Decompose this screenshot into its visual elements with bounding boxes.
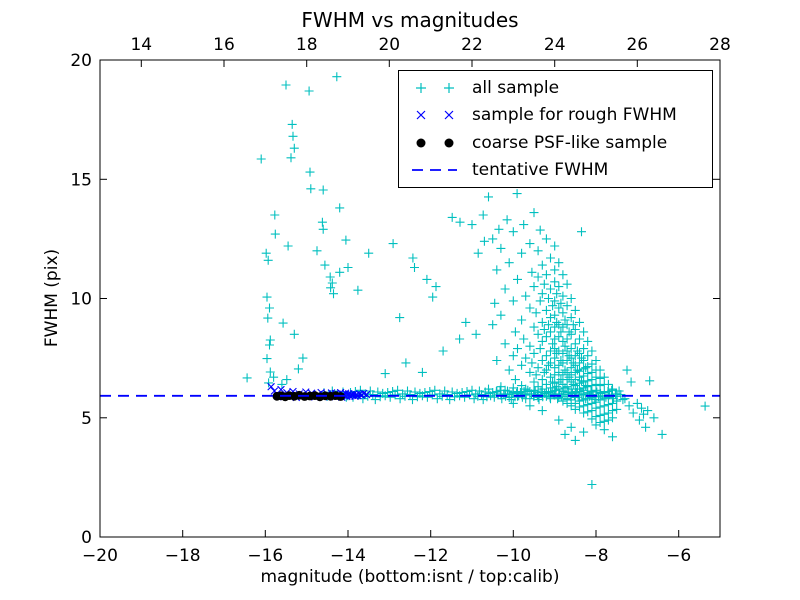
x-tick-label-bottom: −18 — [165, 546, 201, 566]
x-tick-label-bottom: −8 — [583, 546, 608, 566]
y-tick-label: 20 — [70, 51, 92, 71]
legend-label-rough-fwhm: sample for rough FWHM — [472, 105, 677, 126]
legend-entry-psf-sample: coarse PSF-like sample — [409, 130, 708, 156]
x-tick-label-top: 18 — [296, 35, 318, 55]
x-tick-label-top: 16 — [213, 35, 235, 55]
legend-entry-tentative-fwhm: tentative FWHM — [409, 157, 708, 183]
y-tick-label: 0 — [81, 528, 92, 548]
x-tick-label-bottom: −10 — [495, 546, 531, 566]
y-tick-label: 5 — [81, 409, 92, 429]
x-tick-label-bottom: −12 — [413, 546, 449, 566]
dashed-line-icon — [409, 161, 463, 179]
x-tick-label-top: 20 — [378, 35, 400, 55]
y-tick-label: 10 — [70, 290, 92, 310]
plus-marker-icon — [409, 79, 463, 97]
legend: all sample sample for rough FWHM coarse … — [398, 70, 713, 188]
legend-entry-all-sample: all sample — [409, 75, 708, 101]
chart-title: FWHM vs magnitudes — [301, 8, 519, 32]
x-tick-label-bottom: −16 — [247, 546, 283, 566]
x-axis-label: magnitude (bottom:isnt / top:calib) — [260, 567, 560, 587]
x-tick-label-bottom: −20 — [82, 546, 118, 566]
legend-label-tentative-fwhm: tentative FWHM — [472, 160, 609, 181]
x-tick-label-top: 28 — [709, 35, 731, 55]
dot-marker-icon — [409, 134, 463, 152]
x-tick-label-top: 24 — [544, 35, 566, 55]
x-tick-label-bottom: −6 — [666, 546, 691, 566]
y-tick-label: 15 — [70, 170, 92, 190]
legend-label-psf-sample: coarse PSF-like sample — [472, 132, 668, 153]
x-marker-icon — [409, 106, 463, 124]
legend-label-all-sample: all sample — [472, 77, 560, 98]
scatter-series-all-sample — [242, 72, 710, 489]
legend-entry-rough-fwhm: sample for rough FWHM — [409, 102, 708, 128]
x-tick-label-top: 22 — [461, 35, 483, 55]
x-tick-label-bottom: −14 — [330, 546, 366, 566]
x-tick-label-top: 26 — [626, 35, 648, 55]
x-tick-label-top: 14 — [130, 35, 152, 55]
